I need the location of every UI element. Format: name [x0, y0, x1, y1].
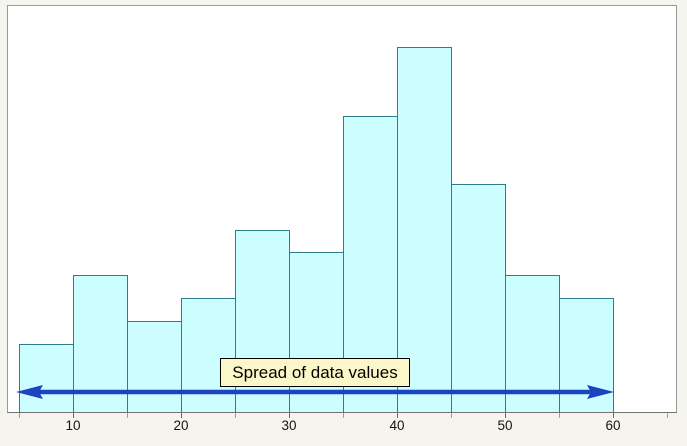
- histogram-bar: [73, 275, 128, 412]
- x-axis-tick: [235, 413, 236, 418]
- x-axis-tick: [343, 413, 344, 418]
- spread-annotation-text: Spread of data values: [232, 362, 398, 382]
- histogram-bar: [127, 321, 182, 412]
- histogram-bar: [559, 298, 614, 412]
- x-axis-tick: [289, 413, 290, 418]
- x-axis-tick: [451, 413, 452, 418]
- x-tick-label: 60: [605, 418, 621, 433]
- x-axis-tick: [73, 413, 74, 418]
- histogram-bars: [8, 6, 676, 412]
- x-axis-tick: [397, 413, 398, 418]
- x-axis-tick: [559, 413, 560, 418]
- x-tick-label: 50: [497, 418, 513, 433]
- x-axis-tick: [19, 413, 20, 418]
- x-tick-label: 40: [389, 418, 405, 433]
- x-axis-tick: [667, 413, 668, 418]
- histogram-bar: [451, 184, 506, 412]
- x-axis-tick: [613, 413, 614, 418]
- spread-annotation: Spread of data values: [220, 358, 410, 387]
- histogram-bar: [397, 47, 452, 412]
- x-axis-tick: [181, 413, 182, 418]
- x-tick-label: 20: [173, 418, 189, 433]
- plot-area: [7, 5, 677, 413]
- x-axis-tick: [505, 413, 506, 418]
- histogram-bar: [505, 275, 560, 412]
- histogram-bar: [19, 344, 74, 412]
- histogram-bar: [181, 298, 236, 412]
- x-axis-tick: [127, 413, 128, 418]
- x-tick-label: 10: [65, 418, 81, 433]
- histogram-bar: [289, 252, 344, 412]
- x-tick-label: 30: [281, 418, 297, 433]
